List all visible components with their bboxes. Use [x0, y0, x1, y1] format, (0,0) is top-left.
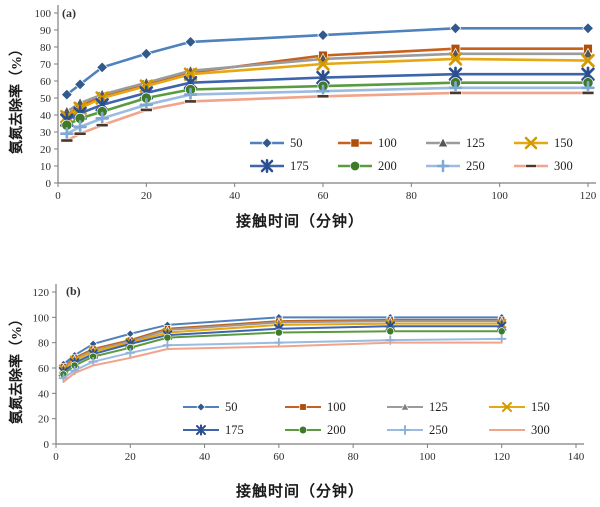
legend-item-250: 250 — [387, 423, 448, 437]
series-50 — [60, 22, 594, 101]
x-axis-title-b: 接触时间（分钟） — [235, 484, 364, 500]
y-tick-label: 50 — [40, 93, 52, 105]
legend-label: 100 — [378, 136, 397, 150]
x-tick-label: 80 — [406, 190, 418, 202]
y-axis-title-a: 氨氮去除率（%） — [10, 42, 25, 154]
x-tick-label: 40 — [229, 190, 241, 202]
legend-label: 50 — [225, 400, 238, 414]
x-axis-title-a: 接触时间（分钟） — [235, 214, 364, 230]
chart-panel-a: 0 20 40 60 80 100 120 0 10 20 30 40 50 60 70 80 90 100 50 1… — [0, 0, 600, 250]
legend-item-200: 200 — [285, 423, 346, 437]
y-tick-label: 100 — [35, 8, 52, 20]
legend-item-175: 175 — [250, 159, 309, 173]
legend-item-300: 300 — [489, 423, 550, 437]
series-250 — [60, 81, 595, 141]
y-tick-label: 100 — [33, 312, 50, 324]
x-tick-label: 80 — [348, 451, 360, 463]
series-300 — [60, 90, 595, 143]
x-tick-label: 0 — [53, 451, 59, 463]
x-tick-label: 60 — [273, 451, 285, 463]
y-tick-label: 0 — [46, 178, 52, 190]
y-tick-label: 40 — [40, 110, 52, 122]
legend-item-200: 200 — [338, 159, 397, 173]
y-tick-label: 30 — [40, 127, 52, 139]
legend-label: 125 — [429, 400, 448, 414]
chart-a-canvas: 0 20 40 60 80 100 120 0 10 20 30 40 50 60 70 80 90 100 50 1… — [35, 5, 597, 202]
x-tick-label: 140 — [568, 451, 585, 463]
y-tick-label: 40 — [38, 388, 50, 400]
legend-label: 125 — [466, 136, 485, 150]
legend-item-50: 50 — [183, 400, 238, 414]
panel-label-a: (a) — [62, 6, 76, 20]
series-300 — [62, 341, 503, 383]
y-tick-label: 0 — [44, 439, 50, 451]
legend: 50 100 125 150 175 200 250 300 — [250, 136, 573, 173]
legend-label: 250 — [429, 423, 448, 437]
x-tick-label: 100 — [491, 190, 508, 202]
legend-item-50: 50 — [250, 136, 303, 150]
y-tick-label: 20 — [38, 414, 50, 426]
y-tick-label: 80 — [40, 42, 52, 54]
legend-label: 175 — [225, 423, 244, 437]
x-tick-label: 60 — [318, 190, 330, 202]
y-axis-title-b: 氨氮去除率（%） — [10, 312, 25, 424]
legend-label: 300 — [554, 159, 573, 173]
series-200 — [61, 77, 594, 131]
chart-panel-b: 0 20 40 60 80 100 120 140 0 20 40 60 80 100 120 50 100 12… — [0, 268, 600, 507]
legend-label: 175 — [290, 159, 309, 173]
axes: 0 20 40 60 80 100 120 140 0 20 40 60 80 100 120 — [33, 284, 585, 463]
legend: 50 100 125 150 175 200 250 300 — [183, 400, 550, 437]
x-tick-label: 20 — [125, 451, 137, 463]
x-tick-label: 120 — [493, 451, 510, 463]
legend-label: 100 — [327, 400, 346, 414]
legend-item-100: 100 — [338, 136, 397, 150]
x-tick-label: 120 — [580, 190, 597, 202]
y-tick-label: 80 — [38, 338, 50, 350]
legend-label: 250 — [466, 159, 485, 173]
x-tick-label: 0 — [55, 190, 61, 202]
y-tick-label: 70 — [40, 59, 52, 71]
x-tick-label: 20 — [141, 190, 153, 202]
legend-item-150: 150 — [514, 136, 573, 150]
legend-label: 200 — [378, 159, 397, 173]
x-tick-label: 40 — [199, 451, 211, 463]
y-tick-label: 20 — [40, 144, 52, 156]
legend-item-125: 125 — [387, 400, 448, 414]
y-tick-label: 60 — [38, 363, 50, 375]
legend-item-175: 175 — [183, 423, 244, 437]
y-tick-label: 90 — [40, 25, 52, 37]
legend-label: 150 — [531, 400, 550, 414]
legend-label: 50 — [290, 136, 303, 150]
x-tick-label: 100 — [419, 451, 436, 463]
chart-b-canvas: 0 20 40 60 80 100 120 140 0 20 40 60 80 100 120 50 100 12… — [33, 284, 585, 463]
panel-label-b: (b) — [66, 284, 81, 298]
legend-item-250: 250 — [426, 159, 485, 173]
y-tick-label: 120 — [33, 287, 50, 299]
legend-label: 300 — [531, 423, 550, 437]
legend-item-150: 150 — [489, 400, 550, 414]
legend-label: 150 — [554, 136, 573, 150]
y-tick-label: 60 — [40, 76, 52, 88]
y-tick-label: 10 — [40, 161, 52, 173]
legend-label: 200 — [327, 423, 346, 437]
legend-item-100: 100 — [285, 400, 346, 414]
axes: 0 20 40 60 80 100 120 0 10 20 30 40 50 60 70 80 90 100 — [35, 5, 597, 202]
legend-item-125: 125 — [426, 136, 485, 150]
legend-item-300: 300 — [514, 159, 573, 173]
